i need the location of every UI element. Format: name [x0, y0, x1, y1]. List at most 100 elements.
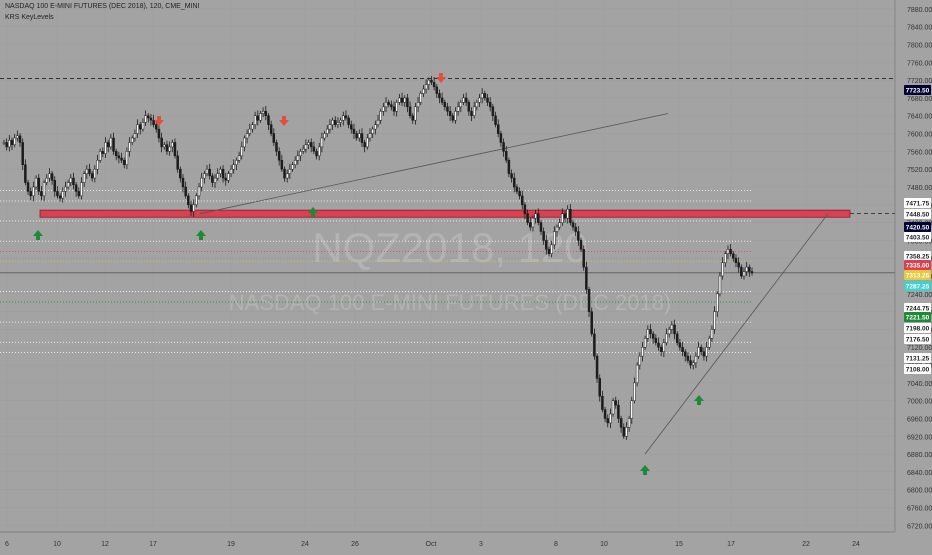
candle-body — [61, 191, 65, 199]
key-levels — [0, 78, 895, 353]
candle-body — [144, 115, 147, 123]
candle-body — [526, 213, 529, 223]
trendlines — [199, 113, 829, 455]
candle-body — [748, 266, 751, 272]
price-label-bg — [904, 85, 931, 95]
y-tick-label: 7560.00 — [907, 149, 932, 156]
candle-body — [173, 142, 177, 157]
up-arrow-icon — [694, 395, 704, 405]
candle-body — [416, 102, 420, 108]
candle-body — [627, 418, 631, 428]
candle-body — [480, 93, 484, 99]
candle-body — [301, 148, 305, 152]
y-tick-label: 7120.00 — [907, 345, 932, 352]
candle-body — [657, 342, 660, 348]
candle-body — [350, 124, 353, 130]
candle-body — [256, 115, 260, 121]
candle-body — [550, 244, 553, 255]
candle-body — [579, 240, 583, 250]
candle-body — [619, 418, 623, 428]
candle-body — [451, 115, 455, 121]
candle-body — [569, 208, 572, 223]
resistance-zone — [39, 209, 851, 218]
candle-body — [104, 142, 107, 154]
candle-body — [379, 111, 382, 121]
candle-body — [245, 133, 249, 139]
candle-body — [26, 182, 30, 192]
candle-body — [267, 115, 270, 125]
time-axis[interactable]: 6 10 12 17 19 24 26 Oct 3 8 10 15 17 22 24 — [0, 531, 895, 548]
y-tick-label: 7880.00 — [907, 7, 932, 14]
price-label-text: 7244.75 — [906, 306, 930, 313]
candle-body — [483, 93, 487, 99]
x-tick-label: 3 — [479, 541, 483, 548]
candle-body — [88, 168, 91, 174]
candle-body — [122, 160, 126, 165]
candle-body — [285, 173, 289, 179]
candle-body — [291, 164, 294, 170]
y-tick-label: 6800.00 — [907, 488, 932, 495]
candles — [2, 76, 754, 440]
candle-body — [216, 173, 219, 179]
y-tick-label: 7240.00 — [907, 292, 932, 299]
candle-body — [617, 404, 620, 419]
candle-body — [678, 342, 682, 348]
price-label-text: 7723.50 — [906, 88, 930, 95]
candle-body — [37, 177, 40, 192]
y-tick-label: 6720.00 — [907, 523, 932, 530]
x-tick-label: 6 — [5, 541, 9, 548]
candle-body — [699, 346, 703, 352]
y-tick-label: 7840.00 — [907, 25, 932, 32]
candle-body — [227, 173, 230, 181]
candle-body — [374, 124, 377, 130]
y-tick-label: 7600.00 — [907, 132, 932, 139]
candle-body — [585, 266, 588, 290]
candle-body — [512, 177, 516, 188]
candle-body — [713, 311, 716, 330]
candle-body — [611, 400, 615, 415]
candle-body — [502, 142, 505, 152]
candle-body — [665, 333, 668, 344]
x-tick-label: 22 — [802, 541, 810, 548]
candle-body — [331, 119, 334, 125]
price-label-text: 7471.75 — [906, 201, 930, 208]
candle-body — [566, 208, 569, 219]
price-label-bg — [904, 364, 931, 374]
candle-body — [203, 173, 206, 179]
price-label-text: 7198.00 — [906, 326, 930, 333]
y-tick-label: 6960.00 — [907, 416, 932, 423]
candle-body — [58, 195, 62, 199]
candle-body — [427, 79, 431, 85]
candle-body — [555, 226, 559, 232]
candle-body — [494, 115, 497, 125]
y-tick-label: 7520.00 — [907, 167, 932, 174]
candle-body — [288, 168, 292, 174]
candle-body — [264, 111, 268, 116]
candle-body — [45, 177, 48, 183]
candle-body — [649, 329, 652, 335]
candle-body — [470, 111, 473, 116]
candle-body — [50, 173, 54, 181]
candle-body — [635, 364, 639, 384]
candle-body — [205, 168, 209, 174]
x-tick-label: 26 — [351, 541, 359, 548]
candle-body — [448, 111, 452, 116]
candle-body — [232, 164, 235, 170]
candle-body — [531, 217, 535, 228]
down-arrow-icon — [154, 116, 164, 126]
x-tick-label: 17 — [149, 541, 157, 548]
candle-body — [138, 124, 142, 130]
candle-body — [96, 160, 99, 170]
candle-body — [125, 151, 129, 165]
price-label-text: 7287.25 — [906, 284, 930, 291]
candle-body — [571, 222, 575, 228]
candle-body — [315, 151, 318, 157]
candle-body — [740, 266, 743, 277]
candle-body — [181, 177, 185, 188]
candle-body — [625, 427, 628, 437]
candle-body — [491, 106, 495, 116]
candle-body — [309, 142, 313, 148]
candle-body — [694, 355, 698, 364]
